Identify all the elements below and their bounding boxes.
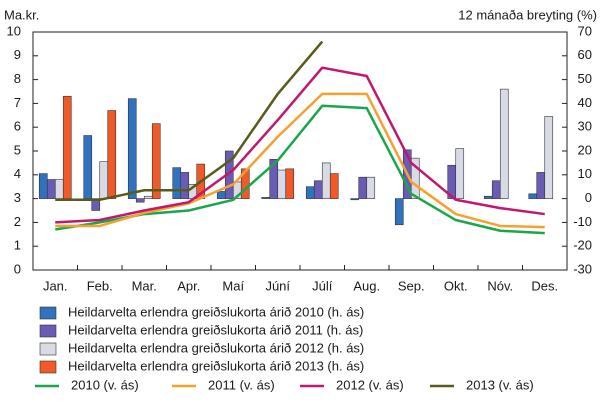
- bar: [99, 161, 109, 199]
- legend-swatch: [39, 342, 57, 356]
- x-tick-label: Aug.: [353, 278, 380, 293]
- bar: [261, 197, 271, 199]
- bar: [135, 198, 145, 203]
- bar: [180, 172, 190, 199]
- y2-tick-label: 70: [578, 23, 592, 38]
- legend-swatch: [39, 360, 57, 374]
- y2-tick-label: 60: [578, 47, 592, 62]
- y2-tick-label: 30: [578, 119, 592, 134]
- bar: [305, 186, 315, 199]
- bar: [54, 179, 64, 199]
- bar: [240, 168, 250, 199]
- y-tick-label: 3: [14, 190, 21, 205]
- y2-tick-label: -30: [573, 261, 592, 276]
- bar: [83, 135, 93, 199]
- x-tick-label: Mar.: [132, 278, 157, 293]
- y2-tick-label: 20: [578, 142, 592, 157]
- y-tick-label: 6: [14, 119, 21, 134]
- y-tick-label: 4: [14, 166, 21, 181]
- y2-tick-label: -10: [573, 214, 592, 229]
- x-tick-label: Apr.: [177, 278, 200, 293]
- x-tick-label: Des.: [531, 278, 558, 293]
- x-tick-label: Maí: [222, 278, 244, 293]
- bar: [151, 123, 161, 199]
- y-tick-label: 9: [14, 47, 21, 62]
- y2-axis-label: 12 mánaða breyting (%): [458, 7, 597, 22]
- line: [55, 92, 545, 229]
- y-tick-label: 2: [14, 214, 21, 229]
- bar: [313, 180, 323, 199]
- bar: [172, 167, 182, 199]
- y2-tick-label: 10: [578, 166, 592, 181]
- x-tick-label: Feb.: [87, 278, 113, 293]
- line: [55, 40, 324, 202]
- y-tick-label: 8: [14, 71, 21, 86]
- legend-label: Heildarvelta erlendra greiðslukorta árið…: [68, 358, 364, 373]
- bar: [499, 88, 509, 199]
- bar: [544, 116, 554, 199]
- bar: [455, 148, 465, 199]
- x-tick-label: Okt.: [444, 278, 468, 293]
- line: [55, 66, 545, 224]
- bar: [491, 180, 501, 199]
- x-tick-label: Jan.: [43, 278, 68, 293]
- legend-label: 2012 (v. ás): [336, 377, 404, 392]
- bar: [536, 172, 546, 199]
- legend-swatch: [39, 324, 57, 338]
- x-tick-label: Júní: [265, 278, 290, 293]
- y-tick-label: 7: [14, 95, 21, 110]
- y-axis-label: Ma.kr.: [4, 7, 39, 22]
- legend-label: 2013 (v. ás): [466, 377, 534, 392]
- bar: [366, 176, 376, 199]
- bar: [216, 191, 226, 199]
- legend-label: Heildarvelta erlendra greiðslukorta árið…: [68, 304, 364, 319]
- x-tick-label: Júlí: [312, 278, 333, 293]
- y2-tick-label: 40: [578, 95, 592, 110]
- y-tick-label: 0: [14, 261, 21, 276]
- bar: [483, 195, 493, 199]
- y2-tick-label: 0: [585, 190, 592, 205]
- bar: [528, 193, 538, 199]
- bar: [321, 162, 331, 199]
- x-tick-label: Nóv.: [487, 278, 513, 293]
- bar: [285, 168, 295, 199]
- bar: [358, 176, 368, 199]
- y-tick-label: 5: [14, 142, 21, 157]
- legend-label: 2010 (v. ás): [71, 377, 139, 392]
- legend-label: Heildarvelta erlendra greiðslukorta árið…: [68, 340, 364, 355]
- bar: [410, 157, 420, 199]
- bar: [394, 198, 404, 226]
- bar: [107, 110, 117, 199]
- x-tick-label: Sep.: [398, 278, 425, 293]
- bar: [62, 95, 72, 199]
- bar: [277, 169, 287, 199]
- legend-label: 2011 (v. ás): [208, 377, 275, 392]
- bar: [143, 195, 153, 199]
- bar: [46, 179, 56, 199]
- bar: [127, 98, 137, 199]
- y2-tick-label: -20: [573, 238, 592, 253]
- bar: [350, 198, 360, 201]
- y-tick-label: 10: [7, 23, 21, 38]
- legend-label: Heildarvelta erlendra greiðslukorta árið…: [68, 322, 363, 337]
- y2-tick-label: 50: [578, 71, 592, 86]
- bar: [38, 173, 48, 199]
- bar: [329, 173, 339, 199]
- legend-swatch: [39, 306, 57, 320]
- y-tick-label: 1: [14, 238, 21, 253]
